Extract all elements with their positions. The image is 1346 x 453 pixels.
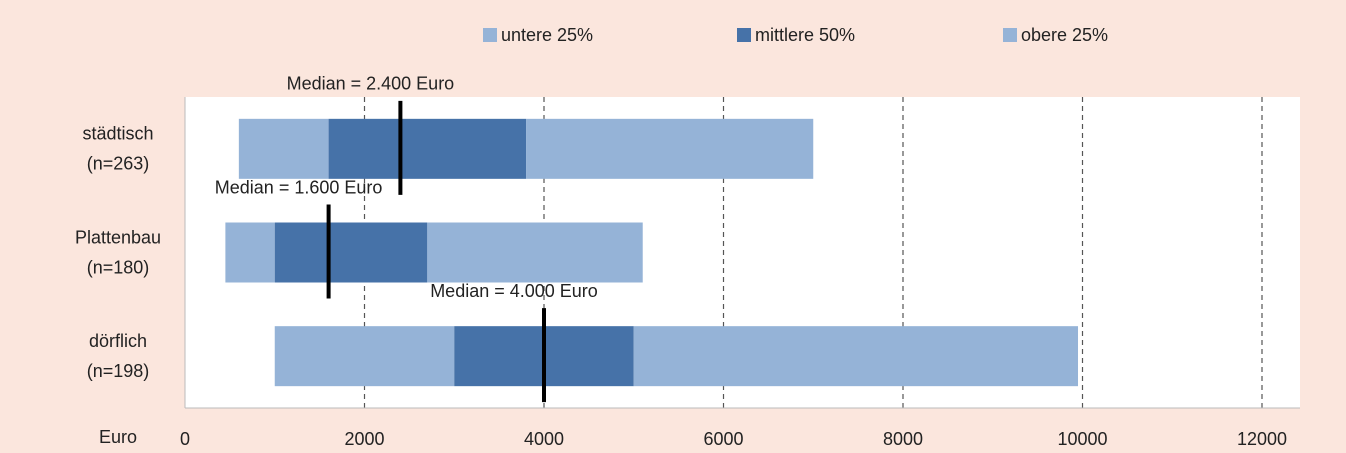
median-label: Median = 1.600 Euro (215, 177, 383, 197)
legend-label: obere 25% (1021, 25, 1108, 45)
x-tick-label: 12000 (1237, 429, 1287, 449)
bar-segment (274, 222, 428, 283)
bar-segment (328, 118, 527, 179)
y-tick-label: (n=198) (87, 361, 150, 381)
y-tick-label: städtisch (82, 124, 153, 144)
y-tick-label: Plattenbau (75, 227, 161, 247)
legend-swatch (483, 28, 497, 42)
median-label: Median = 2.400 Euro (287, 74, 455, 94)
bar-segment (633, 326, 1079, 387)
legend-label: mittlere 50% (755, 25, 855, 45)
y-tick-label: (n=180) (87, 257, 150, 277)
median-label: Median = 4.000 Euro (430, 281, 598, 301)
x-tick-label: 6000 (703, 429, 743, 449)
legend-swatch (1003, 28, 1017, 42)
x-axis-label: Euro (99, 427, 137, 447)
bar-segment (274, 326, 455, 387)
x-tick-label: 4000 (524, 429, 564, 449)
bar-segment (526, 118, 814, 179)
legend-swatch (737, 28, 751, 42)
y-tick-label: (n=263) (87, 154, 150, 174)
x-tick-label: 8000 (883, 429, 923, 449)
bar-segment (238, 118, 329, 179)
y-tick-label: dörflich (89, 331, 147, 351)
bar-segment (427, 222, 643, 283)
x-tick-label: 10000 (1057, 429, 1107, 449)
x-tick-label: 2000 (344, 429, 384, 449)
bar-segment (225, 222, 275, 283)
x-tick-label: 0 (180, 429, 190, 449)
legend-label: untere 25% (501, 25, 593, 45)
